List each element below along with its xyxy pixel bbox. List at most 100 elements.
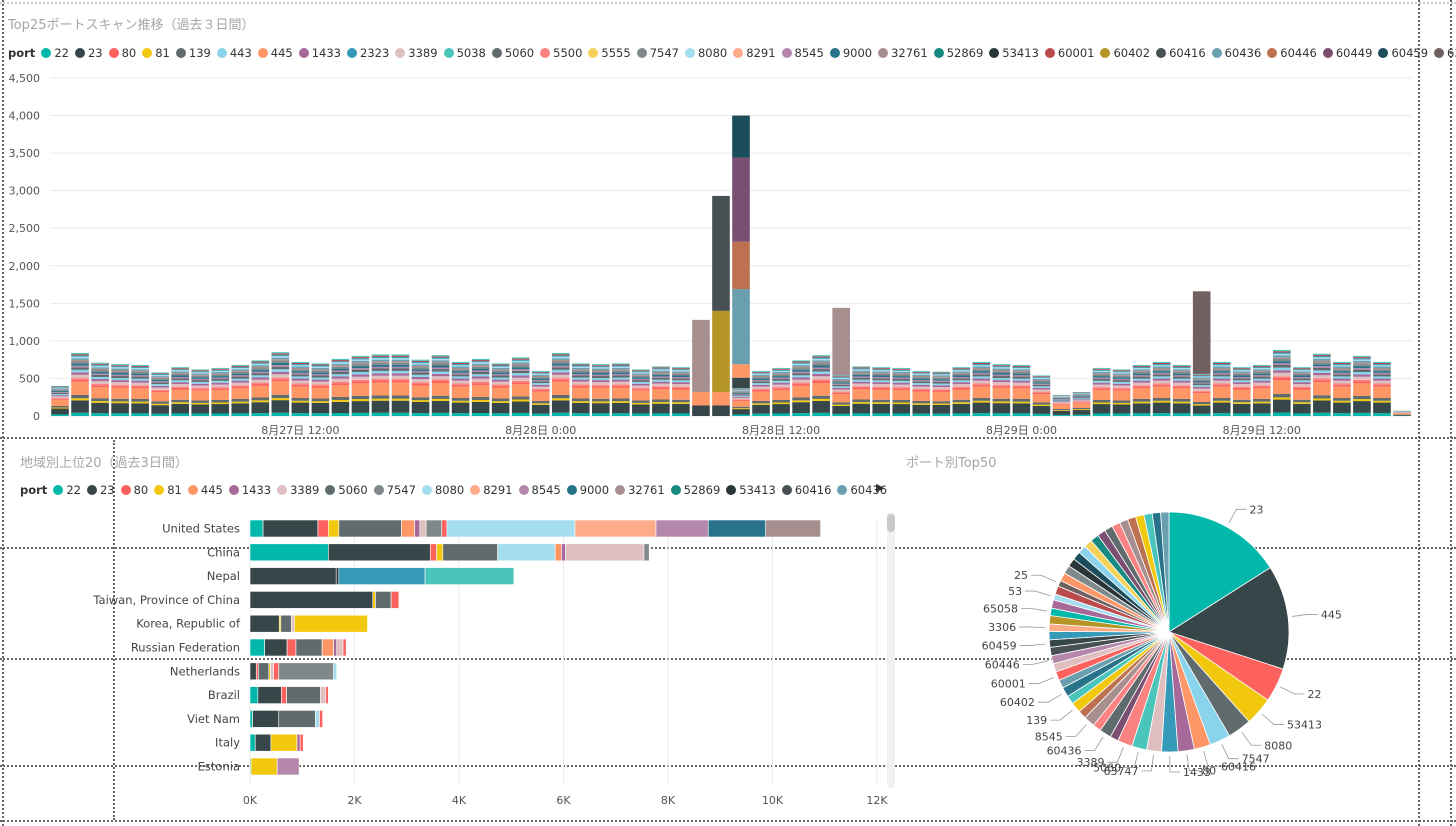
top-column-12[interactable] xyxy=(291,361,310,416)
bar-legend-item-22[interactable]: 22 xyxy=(53,483,81,497)
top-column-29[interactable] xyxy=(632,369,650,416)
bar-legend-item-9000[interactable]: 9000 xyxy=(566,483,609,497)
top-legend-item-8080[interactable]: 8080 xyxy=(684,46,727,60)
bar-legend-item-60416[interactable]: 60416 xyxy=(781,483,831,497)
top-column-17[interactable] xyxy=(391,354,410,416)
top-column-3[interactable] xyxy=(111,364,129,416)
bar-row-9[interactable] xyxy=(249,733,304,752)
bar-legend-item-32761[interactable]: 32761 xyxy=(615,483,665,497)
bar-legend-item-8545[interactable]: 8545 xyxy=(518,483,561,497)
top-column-60[interactable] xyxy=(1252,364,1271,416)
top-legend-item-5555[interactable]: 5555 xyxy=(588,46,631,60)
top-column-31[interactable] xyxy=(672,367,690,416)
top-column-37[interactable] xyxy=(792,360,810,416)
top-column-14[interactable] xyxy=(331,358,350,416)
top-legend-item-8545[interactable]: 8545 xyxy=(781,46,824,60)
top-legend-item-80[interactable]: 80 xyxy=(108,46,136,60)
top-legend-item-60416[interactable]: 60416 xyxy=(1156,46,1206,60)
top-legend-item-32761[interactable]: 32761 xyxy=(878,46,928,60)
top-legend-item-139[interactable]: 139 xyxy=(175,46,211,60)
top-column-55[interactable] xyxy=(1152,361,1171,416)
bar-legend-item-80[interactable]: 80 xyxy=(120,483,148,497)
top-column-47[interactable] xyxy=(992,364,1011,416)
top-column-54[interactable] xyxy=(1132,364,1151,416)
pie-slice-23[interactable] xyxy=(1168,511,1271,633)
top-legend-item-8291[interactable]: 8291 xyxy=(733,46,776,60)
bar-row-7[interactable] xyxy=(249,686,329,704)
top-column-65[interactable] xyxy=(1353,355,1371,416)
top-column-50[interactable] xyxy=(1052,394,1071,416)
top-column-30[interactable] xyxy=(652,366,670,416)
top-column-64[interactable] xyxy=(1333,361,1351,416)
top-column-61[interactable] xyxy=(1272,349,1291,416)
top-column-21[interactable] xyxy=(471,358,490,416)
bar-row-2[interactable] xyxy=(249,567,515,585)
bar-legend-item-5060[interactable]: 5060 xyxy=(325,483,368,497)
top-legend-item-5038[interactable]: 5038 xyxy=(443,46,486,60)
top-column-51[interactable] xyxy=(1072,391,1091,416)
top-column-45[interactable] xyxy=(952,367,971,416)
bar-legend-item-53413[interactable]: 53413 xyxy=(726,483,776,497)
top-column-1[interactable] xyxy=(71,352,89,416)
top-column-8[interactable] xyxy=(211,367,230,416)
top-column-25[interactable] xyxy=(551,352,570,416)
top-column-42[interactable] xyxy=(892,367,911,416)
top-legend-item-5060[interactable]: 5060 xyxy=(491,46,534,60)
top-column-9[interactable] xyxy=(231,364,250,416)
top-column-34[interactable] xyxy=(732,115,750,416)
top-legend-item-53413[interactable]: 53413 xyxy=(989,46,1039,60)
top-column-23[interactable] xyxy=(511,357,530,416)
top-legend-item-5500[interactable]: 5500 xyxy=(540,46,582,60)
bar-legend-item-23[interactable]: 23 xyxy=(86,483,115,497)
bar-row-4[interactable] xyxy=(249,614,368,633)
bar-row-5[interactable] xyxy=(249,638,347,657)
bar-legend-item-8291[interactable]: 8291 xyxy=(470,483,513,497)
top-legend-item-445[interactable]: 445 xyxy=(257,46,293,60)
top-legend-item-23[interactable]: 23 xyxy=(74,46,103,60)
top-legend-item-60449[interactable]: 60449 xyxy=(1322,46,1372,60)
top-column-28[interactable] xyxy=(612,363,630,416)
top-legend-item-60446[interactable]: 60446 xyxy=(1267,46,1317,60)
bar-chart-scrollbar[interactable] xyxy=(887,512,895,788)
top-column-10[interactable] xyxy=(251,360,270,416)
top-column-13[interactable] xyxy=(311,363,330,416)
top-legend-item-2323[interactable]: 2323 xyxy=(347,46,389,60)
top-legend-item-22[interactable]: 22 xyxy=(41,46,69,60)
bar-legend-item-3389[interactable]: 3389 xyxy=(277,483,319,497)
top-column-40[interactable] xyxy=(852,366,871,416)
top-column-32[interactable] xyxy=(692,319,710,416)
top-column-56[interactable] xyxy=(1172,364,1191,416)
top-column-49[interactable] xyxy=(1032,375,1051,416)
bar-row-6[interactable] xyxy=(249,662,338,681)
bar-legend-item-52869[interactable]: 52869 xyxy=(670,483,720,497)
top-legend-item-60436[interactable]: 60436 xyxy=(1211,46,1261,60)
legend-more-arrow-icon[interactable]: ▶ xyxy=(876,481,885,494)
top-column-18[interactable] xyxy=(411,359,430,416)
top-column-22[interactable] xyxy=(491,363,510,416)
bar-chart-scroll-thumb[interactable] xyxy=(887,514,895,532)
top-column-7[interactable] xyxy=(191,369,210,416)
pie-slice-445[interactable] xyxy=(1168,567,1290,670)
top-column-44[interactable] xyxy=(932,371,951,416)
top-legend-item-60459[interactable]: 60459 xyxy=(1378,46,1428,60)
top-column-5[interactable] xyxy=(151,372,169,416)
bar-legend-item-60436[interactable]: 60436 xyxy=(837,483,887,497)
bar-row-3[interactable] xyxy=(249,591,400,609)
top-column-41[interactable] xyxy=(872,367,891,416)
top-column-24[interactable] xyxy=(531,370,550,416)
top-column-27[interactable] xyxy=(591,364,610,416)
top-legend-item-3389[interactable]: 3389 xyxy=(395,46,438,60)
top-column-58[interactable] xyxy=(1212,361,1231,416)
top-column-15[interactable] xyxy=(351,355,370,416)
top-legend-item-1433[interactable]: 1433 xyxy=(298,46,341,60)
top-column-2[interactable] xyxy=(91,362,109,416)
top-column-36[interactable] xyxy=(772,367,790,416)
top-column-16[interactable] xyxy=(371,354,390,416)
bar-row-1[interactable] xyxy=(249,543,650,562)
top-legend-item-81[interactable]: 81 xyxy=(142,46,170,60)
top-column-4[interactable] xyxy=(131,364,149,416)
bar-legend-item-1433[interactable]: 1433 xyxy=(228,483,271,497)
top-column-20[interactable] xyxy=(451,361,470,416)
top-column-59[interactable] xyxy=(1232,367,1251,416)
top-column-26[interactable] xyxy=(571,363,590,416)
